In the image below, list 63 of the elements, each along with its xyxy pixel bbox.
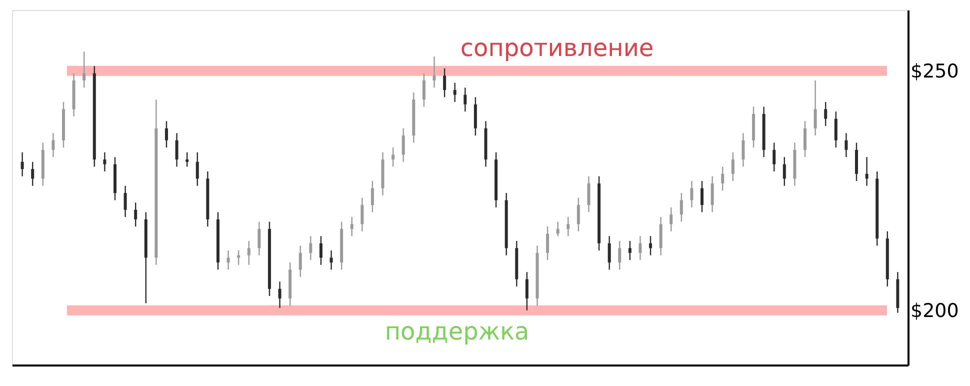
candlestick bbox=[690, 180, 694, 208]
candlestick bbox=[422, 72, 426, 108]
candlestick bbox=[309, 236, 312, 261]
candlestick bbox=[124, 185, 127, 218]
candlestick bbox=[474, 96, 477, 136]
candlestick bbox=[587, 176, 590, 213]
candlestick bbox=[628, 240, 632, 261]
ref-line-label: сопротивление bbox=[460, 34, 654, 62]
candlestick bbox=[525, 271, 528, 311]
candlestick bbox=[566, 216, 570, 237]
candlestick bbox=[134, 202, 138, 228]
candlestick bbox=[834, 110, 838, 148]
candlestick bbox=[31, 161, 34, 186]
candlestick bbox=[370, 180, 374, 213]
candlestick bbox=[659, 216, 662, 256]
candlestick bbox=[772, 142, 776, 172]
candlestick bbox=[392, 146, 395, 168]
candlestick bbox=[721, 166, 724, 192]
y-tick-label: $250 bbox=[910, 60, 959, 82]
candlestick bbox=[330, 250, 333, 270]
candlestick bbox=[464, 87, 467, 112]
candlestick bbox=[556, 221, 560, 237]
candlestick bbox=[844, 132, 848, 158]
y-tick-label: $200 bbox=[910, 300, 959, 322]
candlestick bbox=[700, 180, 704, 213]
candlestick bbox=[670, 206, 673, 232]
candlestick bbox=[782, 156, 786, 186]
candlestick bbox=[742, 132, 745, 168]
candlestick bbox=[258, 221, 261, 256]
candlestick bbox=[164, 120, 168, 148]
candlestick bbox=[618, 240, 622, 270]
candlestick bbox=[443, 68, 446, 98]
candlestick bbox=[196, 152, 199, 186]
candlestick bbox=[865, 156, 868, 186]
candlestick bbox=[298, 245, 302, 278]
candlestick bbox=[824, 101, 828, 127]
candlestick bbox=[175, 132, 178, 168]
candlestick bbox=[453, 82, 456, 103]
candlestick bbox=[278, 281, 282, 309]
candlestick bbox=[432, 56, 436, 88]
candlestick bbox=[319, 236, 322, 266]
candlestick bbox=[350, 216, 354, 237]
candlestick bbox=[103, 152, 106, 172]
candlestick bbox=[226, 250, 230, 270]
candlestick bbox=[186, 152, 189, 168]
candlestick bbox=[247, 240, 250, 266]
candlestick bbox=[360, 197, 364, 232]
candlestick bbox=[638, 236, 642, 261]
candlestick bbox=[804, 120, 807, 158]
candlestick bbox=[402, 128, 405, 162]
candlestick bbox=[52, 132, 55, 158]
candlestick bbox=[680, 192, 683, 222]
candlestick bbox=[814, 80, 817, 136]
candlestick bbox=[82, 51, 86, 88]
candlestick bbox=[649, 236, 652, 256]
candlestick bbox=[855, 142, 858, 182]
ref-line-label: поддержка bbox=[384, 317, 530, 346]
candlestick bbox=[731, 152, 734, 182]
candlestick bbox=[576, 197, 580, 232]
candlestick bbox=[710, 176, 714, 213]
candlestick bbox=[608, 236, 611, 270]
candlestick bbox=[546, 226, 550, 261]
candlestick bbox=[20, 152, 24, 177]
